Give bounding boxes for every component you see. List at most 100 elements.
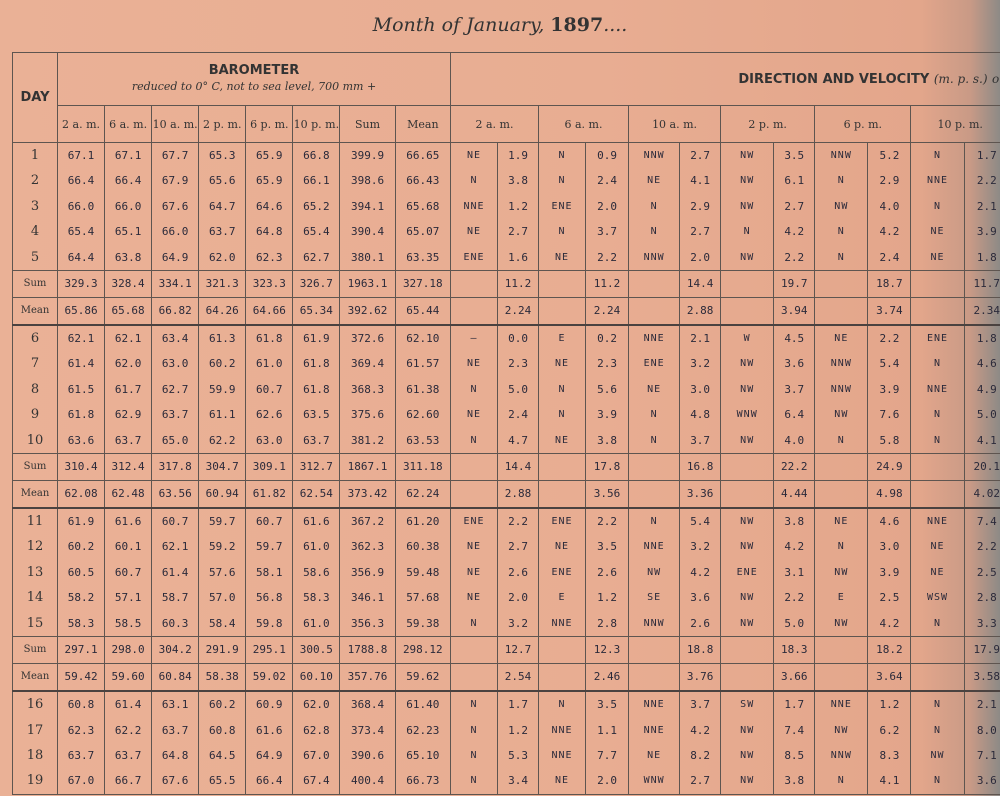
wind-velocity: 3.4	[508, 774, 528, 788]
wind-direction: NW	[740, 358, 755, 370]
wind-direction: NE	[467, 358, 482, 370]
baro-value: 65.0	[161, 433, 189, 447]
wind-direction: NW	[647, 566, 662, 578]
dir-mean: 2.88	[679, 297, 722, 326]
baro-value: 62.1	[114, 332, 142, 346]
wind-velocity: 3.8	[508, 174, 528, 188]
baro-value: 61.9	[67, 515, 95, 529]
wind-velocity: 2.2	[597, 250, 617, 264]
baro-value: 62.3	[256, 250, 283, 264]
baro-cells: 67.1 66.4 66.0 65.1 63.8	[104, 141, 153, 272]
caption-month: Month of January,	[372, 14, 551, 36]
baro-mean: 59.60	[104, 663, 153, 692]
dir-col-header: 2 a. m.	[450, 105, 539, 143]
baro-value: 63.7	[161, 723, 189, 737]
baro-value: 67.0	[67, 774, 95, 788]
wind-direction: N	[837, 775, 845, 787]
baro-value: 368.3	[350, 382, 385, 396]
baro-mean: 357.76	[339, 663, 396, 692]
baro-sum: 304.7	[198, 453, 247, 482]
baro-sum: 328.4	[104, 270, 153, 299]
wind-direction: NW	[740, 251, 755, 263]
baro-cells: 62.10 61.57 61.38 62.60 63.53	[394, 324, 452, 455]
dir-sum: 18.8	[679, 636, 722, 665]
baro-value: 61.6	[256, 723, 283, 737]
baro-cells: 60.2 60.8 64.5 65.5	[198, 690, 247, 795]
wind-velocity: 1.2	[879, 698, 900, 712]
baro-col-header: 6 a. m.	[104, 105, 153, 143]
vel-cells: 3.5 1.1 7.7 2.0	[585, 690, 630, 795]
baro-value: 58.5	[114, 616, 142, 630]
wind-direction: NE	[930, 566, 945, 578]
dir-sum: 12.3	[585, 636, 630, 665]
wind-velocity: 5.0	[976, 408, 997, 422]
wind-velocity: 6.2	[879, 723, 900, 737]
wind-direction: NE	[834, 516, 849, 528]
baro-value: 65.6	[208, 174, 236, 188]
baro-value: 64.5	[208, 748, 236, 762]
wind-direction: WSW	[926, 592, 949, 604]
dir-sum: 20.1	[963, 453, 1000, 482]
wind-velocity: 2.2	[879, 332, 900, 346]
vel-cells: 3.5 6.1 2.7 4.2 2.2	[773, 141, 816, 272]
wind-direction: ENE	[463, 251, 485, 263]
caption-year: 1897	[550, 14, 604, 36]
dir-mean-blank	[720, 480, 775, 509]
sum-label: Sum	[11, 270, 59, 299]
baro-value: 56.8	[256, 591, 283, 605]
wind-direction: NNE	[643, 724, 665, 736]
mean-label: Mean	[11, 663, 59, 692]
sum-label: Sum	[11, 636, 59, 665]
dir-cells: N N NW N	[910, 690, 965, 795]
baro-value: 57.68	[406, 591, 440, 605]
dir-sum: 16.8	[679, 453, 722, 482]
day-numbers-cell: 6 7 8 9 10	[11, 324, 59, 455]
dir-cells: N N N N	[449, 690, 499, 795]
dir-mean-blank	[910, 297, 965, 326]
wind-direction: N	[933, 434, 941, 446]
baro-cells: 399.9 398.6 394.1 390.4 380.1	[339, 141, 396, 272]
day-number: 14	[26, 590, 44, 606]
baro-value: 62.60	[406, 408, 440, 422]
dir-sum-blank	[449, 270, 499, 299]
baro-value: 394.1	[350, 199, 385, 213]
wind-velocity: 3.0	[879, 540, 900, 554]
wind-direction: ENE	[926, 333, 949, 345]
dir-sum: 14.4	[679, 270, 722, 299]
baro-value: 63.6	[67, 433, 95, 447]
baro-col-header: 6 p. m.	[245, 105, 294, 143]
baro-sum: 298.0	[104, 636, 153, 665]
baro-value: 64.9	[161, 250, 189, 264]
day-header: DAY	[11, 52, 59, 143]
dir-mean-blank	[449, 663, 499, 692]
dir-mean-blank	[537, 663, 587, 692]
baro-cells: 67.7 67.9 67.6 66.0 64.9	[151, 141, 200, 272]
baro-value: 66.0	[114, 199, 142, 213]
baro-value: 65.9	[256, 174, 283, 188]
dir-cells: N NNE NW SE NNW	[628, 507, 681, 638]
baro-value: 63.1	[161, 698, 189, 712]
dir-sum-blank	[814, 636, 869, 665]
baro-mean: 59.62	[394, 663, 452, 692]
baro-col-header: 2 p. m.	[198, 105, 247, 143]
wind-velocity: 2.5	[976, 565, 997, 579]
dir-col-header: 10 a. m.	[628, 105, 722, 143]
baro-sum: 291.9	[198, 636, 247, 665]
baro-value: 60.8	[67, 698, 95, 712]
baro-cells: 60.7 59.7 58.1 56.8 59.8	[245, 507, 294, 638]
dir-sum-blank	[720, 453, 775, 482]
wind-velocity: 2.9	[879, 174, 900, 188]
baro-value: 61.1	[208, 408, 236, 422]
wind-velocity: 1.8	[976, 332, 997, 346]
dir-mean: 4.98	[867, 480, 912, 509]
baro-value: 65.10	[406, 748, 440, 762]
wind-direction: NNE	[463, 200, 485, 212]
baro-value: 62.7	[303, 250, 330, 264]
wind-direction: N	[470, 383, 478, 395]
wind-velocity: 5.0	[508, 382, 528, 396]
baro-value: 63.7	[161, 408, 189, 422]
baro-col-header: 10 a. m.	[151, 105, 200, 143]
wind-velocity: 3.9	[976, 225, 997, 239]
wind-velocity: 5.3	[508, 748, 528, 762]
vel-cells: 2.1 3.2 3.0 4.8 3.7	[679, 324, 722, 455]
